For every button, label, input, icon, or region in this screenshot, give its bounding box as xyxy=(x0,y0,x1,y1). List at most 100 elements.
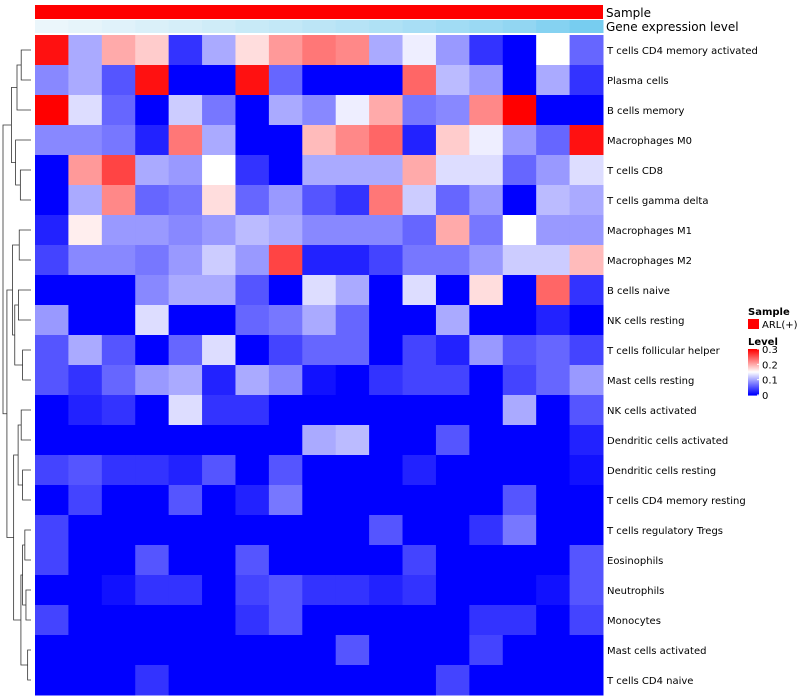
heatmap-cell xyxy=(469,605,504,636)
heatmap-cell xyxy=(202,635,236,666)
legend-colorbar-segment xyxy=(748,353,759,355)
heatmap-cell xyxy=(402,545,437,576)
heatmap-cell xyxy=(335,515,370,546)
dendrogram-branch xyxy=(27,649,31,681)
heatmap-cell xyxy=(268,515,303,546)
heatmap-cell xyxy=(235,425,270,456)
heatmap-cell xyxy=(335,395,370,426)
legend-colorbar-segment xyxy=(748,355,759,357)
legend-colorbar-segment xyxy=(748,365,759,367)
heatmap-cell xyxy=(202,245,236,276)
heatmap-cell xyxy=(369,65,404,96)
heatmap-cell xyxy=(402,275,437,306)
heatmap-cell xyxy=(35,305,69,336)
gene-expression-cell xyxy=(569,20,604,33)
heatmap-cell xyxy=(268,575,303,606)
heatmap-cell xyxy=(168,335,203,366)
heatmap-cell xyxy=(402,65,437,96)
heatmap-cell xyxy=(469,245,504,276)
heatmap-cell xyxy=(302,575,337,606)
heatmap-cell xyxy=(235,95,270,126)
heatmap-cell xyxy=(469,665,504,696)
heatmap-cell xyxy=(369,275,404,306)
heatmap-cell xyxy=(569,275,604,306)
heatmap-cell xyxy=(435,365,470,396)
heatmap-cell xyxy=(569,665,604,696)
heatmap-cell xyxy=(469,275,504,306)
heatmap-cell xyxy=(502,635,537,666)
heatmap-cell xyxy=(536,245,571,276)
heatmap-cell xyxy=(569,245,604,276)
heatmap-cell xyxy=(101,95,136,126)
row-label: T cells CD4 memory resting xyxy=(606,496,746,507)
heatmap-cell xyxy=(536,575,571,606)
heatmap-cell xyxy=(235,395,270,426)
heatmap-cell xyxy=(268,95,303,126)
heatmap-cell xyxy=(369,395,404,426)
heatmap-cell xyxy=(335,485,370,516)
legend-colorbar-segment xyxy=(748,390,759,392)
heatmap-cell xyxy=(502,545,537,576)
legend-sample-title: Sample xyxy=(748,307,790,318)
heatmap-cell xyxy=(435,545,470,576)
heatmap-cell xyxy=(469,335,504,366)
heatmap-cell xyxy=(101,425,136,456)
heatmap-cell xyxy=(35,575,69,606)
heatmap-cell xyxy=(101,455,136,486)
heatmap-cell xyxy=(569,335,604,366)
heatmap-cell xyxy=(469,305,504,336)
heatmap-cell xyxy=(135,35,170,66)
heatmap-cell xyxy=(569,635,604,666)
legend-colorbar-segment xyxy=(748,360,759,362)
gene-expression-cell xyxy=(35,20,69,33)
heatmap-cell xyxy=(369,155,404,186)
heatmap-cell xyxy=(202,65,236,96)
heatmap-cell xyxy=(536,425,571,456)
heatmap-cell xyxy=(302,425,337,456)
heatmap-cell xyxy=(135,425,170,456)
heatmap-cell xyxy=(502,245,537,276)
heatmap-cell xyxy=(268,665,303,696)
heatmap-cell xyxy=(502,335,537,366)
heatmap-cell xyxy=(569,395,604,426)
row-label: Macrophages M0 xyxy=(607,136,692,147)
heatmap-cell xyxy=(536,35,571,66)
heatmap-cell xyxy=(569,605,604,636)
heatmap-cell xyxy=(569,215,604,246)
heatmap-cell xyxy=(68,335,103,366)
legend-colorbar-segment xyxy=(748,376,759,378)
heatmap-cell xyxy=(302,635,337,666)
gene-expression-cell xyxy=(335,20,370,33)
heatmap-cell xyxy=(135,635,170,666)
heatmap-cell xyxy=(168,365,203,396)
heatmap-cell xyxy=(335,35,370,66)
heatmap-cell xyxy=(268,635,303,666)
heatmap-cell xyxy=(235,635,270,666)
gene-expression-annotation-label: Gene expression level xyxy=(606,20,739,34)
heatmap-cell xyxy=(235,485,270,516)
heatmap-cell xyxy=(536,635,571,666)
heatmap-cell xyxy=(335,275,370,306)
legend-colorbar-segment xyxy=(748,370,759,372)
heatmap-cell xyxy=(235,275,270,306)
legend-colorbar-segment xyxy=(748,368,759,370)
heatmap-cell xyxy=(335,215,370,246)
heatmap-cell xyxy=(435,395,470,426)
gene-expression-cell xyxy=(101,20,136,33)
heatmap-cell xyxy=(569,455,604,486)
legend-colorbar-segment xyxy=(748,361,759,363)
heatmap-cell xyxy=(235,185,270,216)
heatmap-cell xyxy=(168,185,203,216)
heatmap-cell xyxy=(502,155,537,186)
heatmap-cell xyxy=(235,455,270,486)
heatmap-cell xyxy=(168,455,203,486)
heatmap-cell xyxy=(302,395,337,426)
heatmap-cell xyxy=(268,425,303,456)
heatmap-cell xyxy=(235,365,270,396)
heatmap-cell xyxy=(502,305,537,336)
row-label: Monocytes xyxy=(607,616,661,627)
heatmap-cell xyxy=(68,215,103,246)
heatmap-cell xyxy=(35,365,69,396)
dendrogram-branch xyxy=(11,87,17,163)
heatmap-cell xyxy=(435,335,470,366)
